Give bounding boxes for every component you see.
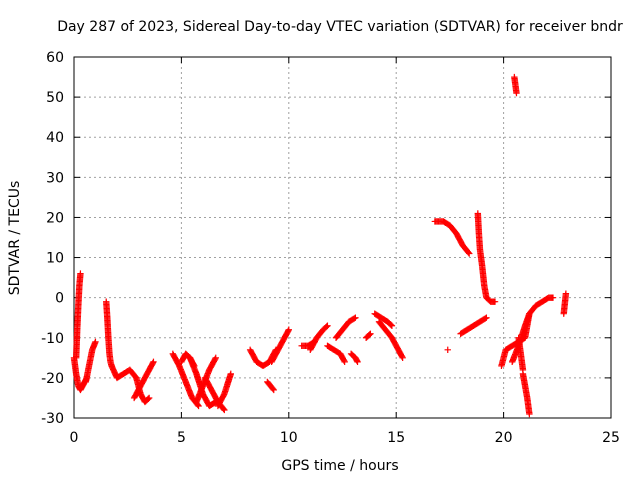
data-point bbox=[351, 315, 358, 322]
y-tick-label: 0 bbox=[55, 291, 64, 307]
axis-ticks: -30 -20 -10 0 10 20 30 40 50 60 0 5 10 15 20 25 bbox=[41, 50, 620, 446]
data-point bbox=[150, 358, 157, 366]
data-points bbox=[70, 73, 570, 418]
data-point bbox=[270, 386, 277, 394]
data-point bbox=[398, 353, 406, 360]
y-tick-label: 50 bbox=[46, 90, 64, 106]
x-tick-label: 10 bbox=[280, 430, 298, 446]
data-point bbox=[194, 401, 201, 409]
data-point bbox=[465, 249, 472, 256]
data-point bbox=[444, 346, 451, 354]
x-tick-label: 5 bbox=[177, 430, 186, 446]
data-point bbox=[227, 370, 235, 378]
data-point bbox=[526, 410, 533, 418]
data-point bbox=[562, 290, 570, 297]
y-tick-label: 30 bbox=[46, 170, 64, 186]
y-tick-label: -10 bbox=[41, 331, 64, 347]
data-point bbox=[145, 395, 152, 402]
data-point bbox=[366, 331, 373, 338]
plot-frame bbox=[73, 56, 612, 419]
data-point bbox=[341, 358, 348, 366]
data-point bbox=[77, 270, 84, 277]
data-point bbox=[212, 354, 219, 362]
y-tick-label: 60 bbox=[46, 50, 64, 66]
data-point bbox=[92, 338, 99, 345]
data-point bbox=[352, 314, 359, 321]
data-point bbox=[220, 405, 227, 413]
data-point bbox=[149, 359, 157, 367]
data-point bbox=[269, 385, 277, 393]
y-tick-label: 10 bbox=[46, 251, 64, 267]
x-tick-label: 25 bbox=[602, 430, 620, 446]
data-point bbox=[354, 358, 361, 366]
data-point bbox=[526, 310, 533, 317]
data-point bbox=[367, 330, 374, 337]
data-point bbox=[285, 326, 292, 333]
data-point bbox=[195, 402, 202, 410]
data-point bbox=[483, 314, 490, 321]
data-point bbox=[519, 366, 527, 374]
data-point bbox=[388, 322, 396, 329]
data-point bbox=[482, 315, 489, 322]
data-point bbox=[340, 357, 348, 364]
data-point bbox=[549, 294, 557, 301]
data-point bbox=[284, 327, 292, 335]
x-tick-label: 20 bbox=[495, 430, 513, 446]
data-point bbox=[323, 323, 330, 330]
data-point bbox=[387, 321, 395, 329]
x-tick-label: 0 bbox=[70, 430, 79, 446]
data-point bbox=[491, 298, 499, 305]
data-point bbox=[211, 355, 219, 363]
y-tick-label: -30 bbox=[41, 411, 64, 427]
x-tick-label: 15 bbox=[387, 430, 405, 446]
data-point bbox=[466, 250, 473, 257]
x-axis-label: GPS time / hours bbox=[281, 458, 398, 474]
data-point bbox=[513, 89, 520, 97]
data-point bbox=[221, 406, 228, 414]
y-tick-label: 40 bbox=[46, 130, 64, 146]
y-tick-label: -20 bbox=[41, 371, 64, 387]
y-axis-label: SDTVAR / TECUs bbox=[7, 181, 23, 296]
data-point bbox=[324, 322, 331, 329]
chart-title: Day 287 of 2023, Sidereal Day-to-day VTE… bbox=[57, 19, 623, 35]
data-point bbox=[399, 354, 406, 362]
data-point bbox=[145, 394, 153, 402]
y-tick-label: 20 bbox=[46, 210, 64, 226]
